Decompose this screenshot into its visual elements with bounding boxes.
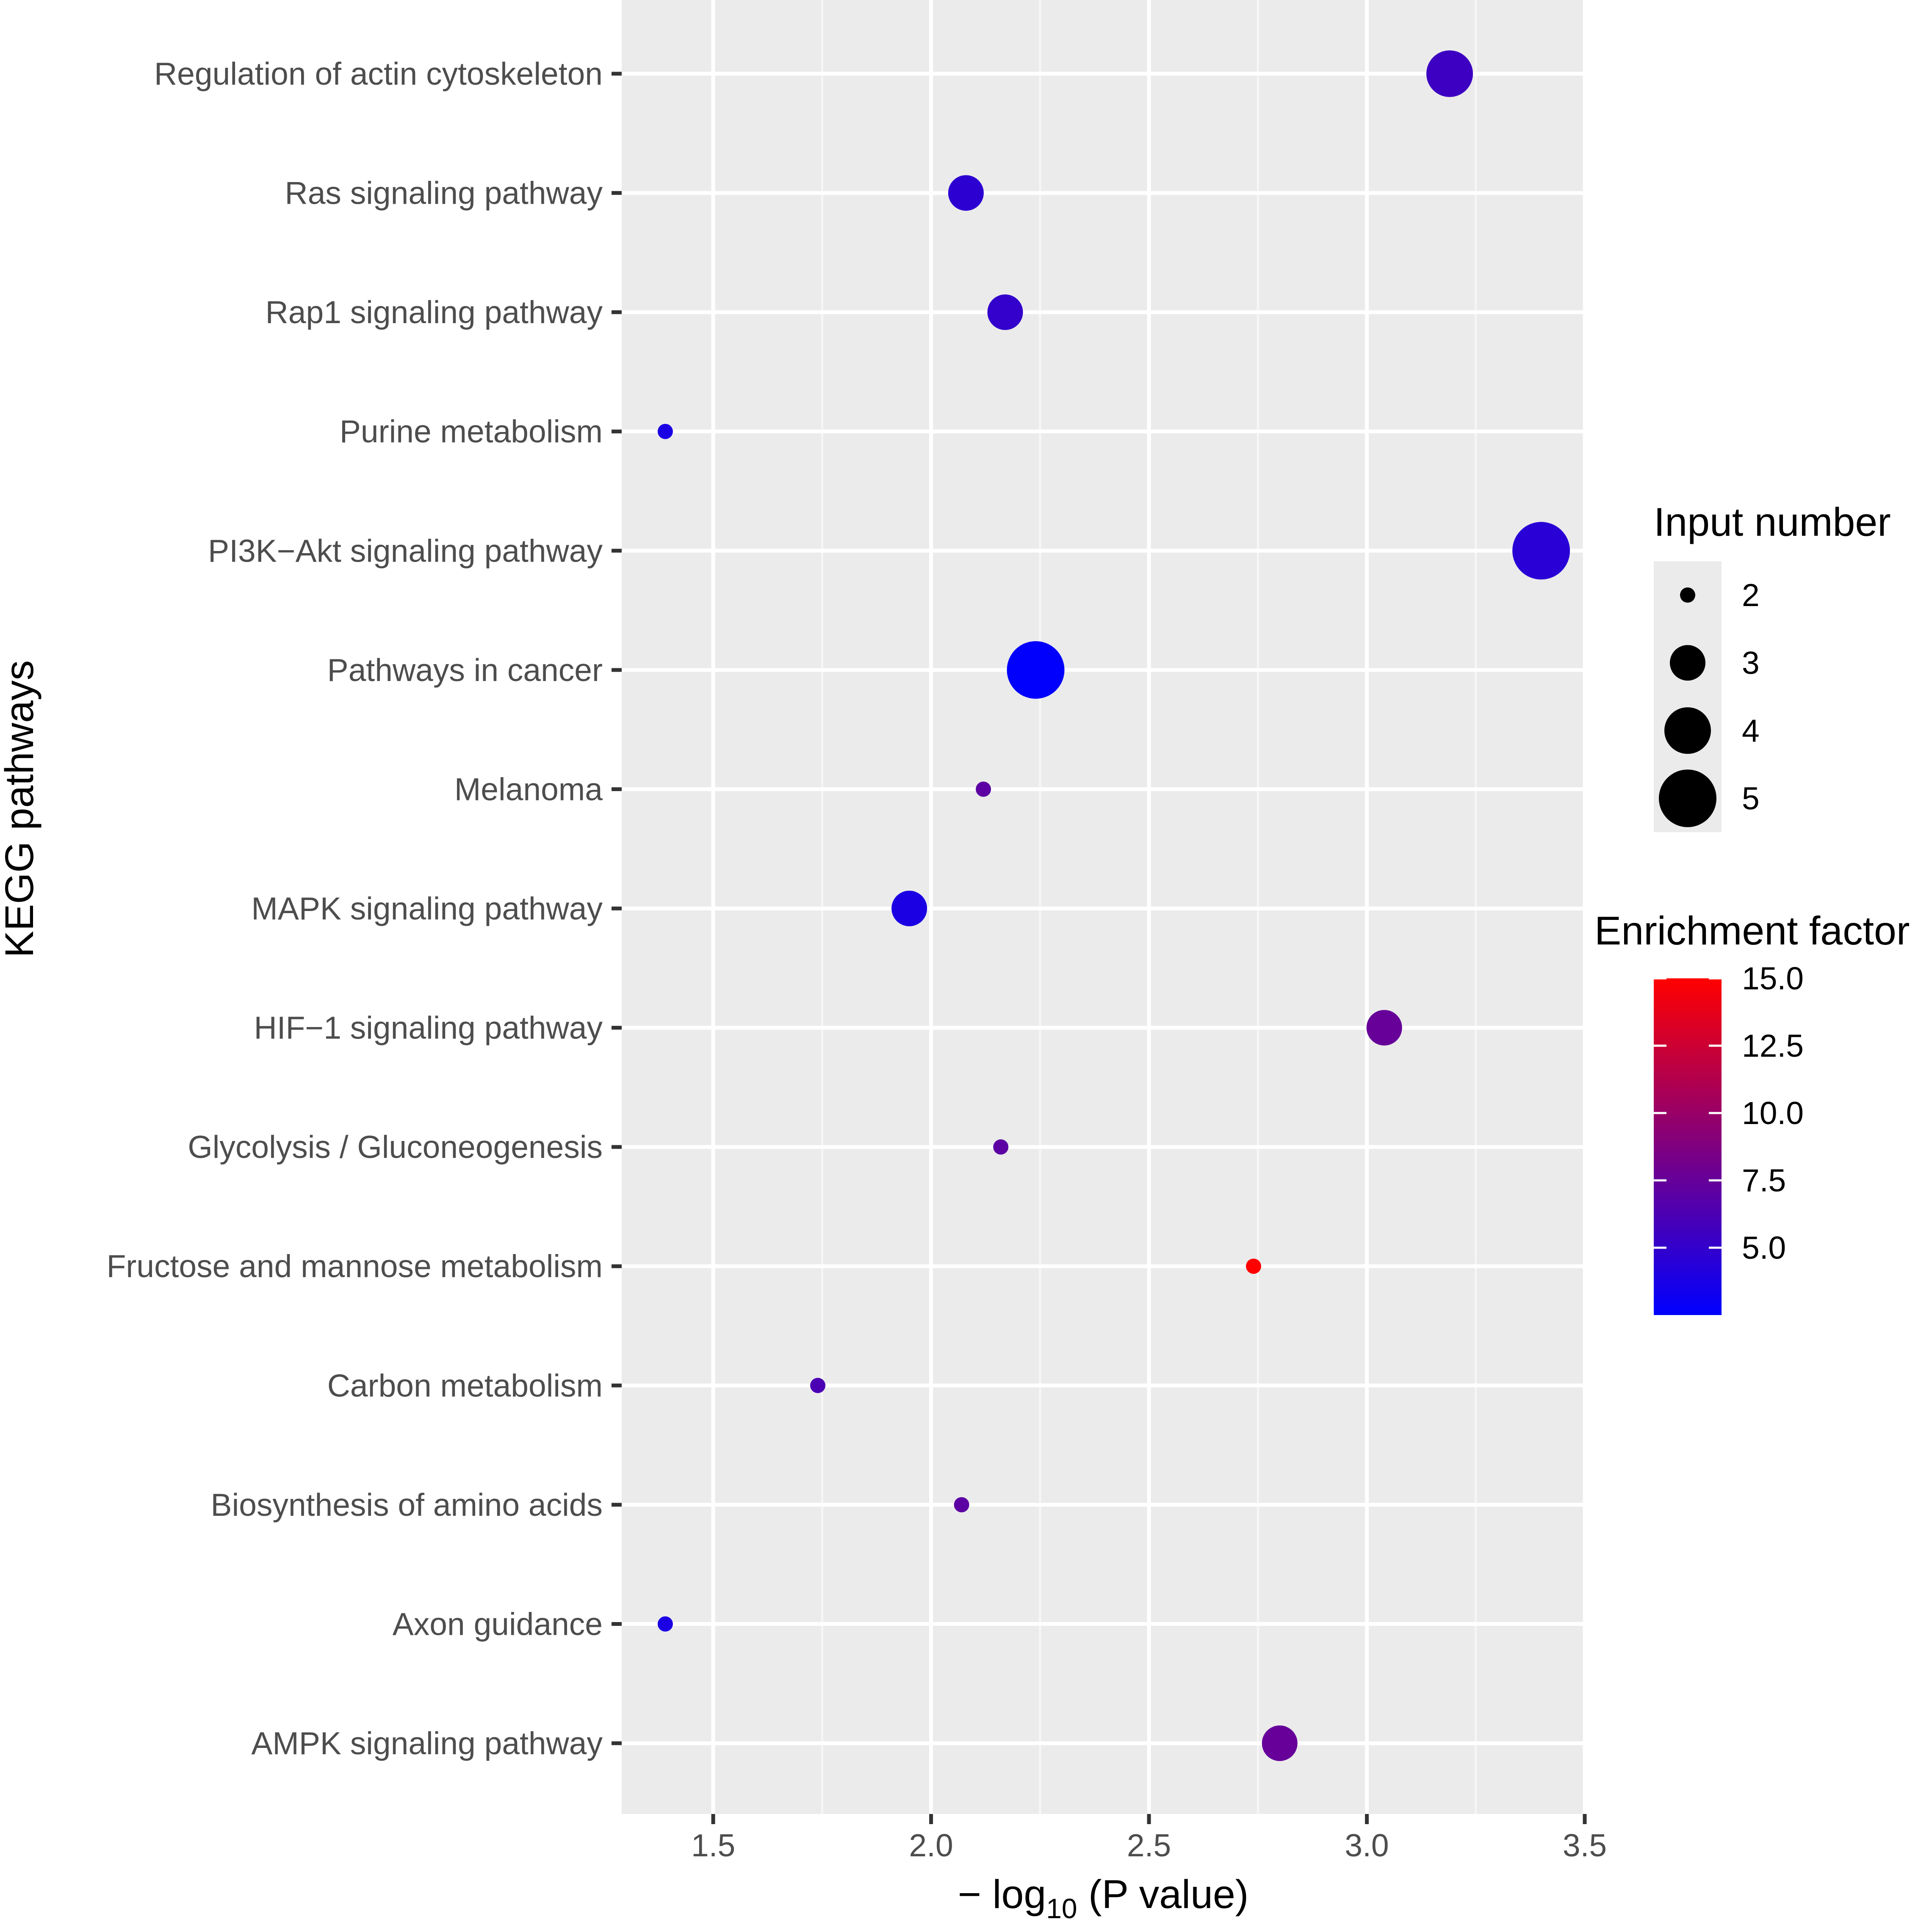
size-legend-dot xyxy=(1680,587,1695,603)
data-point xyxy=(976,781,991,797)
x-axis-title: − log10 (P value) xyxy=(958,1872,1249,1919)
y-tick-label: MAPK signaling pathway xyxy=(251,891,603,926)
data-point xyxy=(891,891,927,926)
x-axis-title-subscript: 10 xyxy=(1046,1893,1077,1919)
y-tick-label: Rap1 signaling pathway xyxy=(266,294,603,330)
y-axis: Regulation of actin cytoskeleton Ras sign… xyxy=(107,56,622,1761)
color-legend-title: Enrichment factor xyxy=(1594,908,1910,953)
x-axis: 1.5 2.0 2.5 3.0 3.5 xyxy=(691,1814,1607,1863)
x-tick-label: 2.5 xyxy=(1127,1828,1171,1863)
color-legend-label: 5.0 xyxy=(1742,1230,1786,1265)
color-legend-label: 12.5 xyxy=(1742,1028,1804,1063)
data-point xyxy=(1426,50,1473,97)
data-point xyxy=(657,1616,673,1632)
size-legend-dot xyxy=(1659,770,1716,827)
size-legend-title: Input number xyxy=(1654,500,1891,545)
y-tick-label: Fructose and mannose metabolism xyxy=(107,1249,603,1284)
data-point xyxy=(954,1497,969,1512)
y-tick-label: Axon guidance xyxy=(393,1606,603,1642)
color-legend-label: 15.0 xyxy=(1742,961,1804,996)
data-point xyxy=(1512,522,1570,580)
y-tick-label: Carbon metabolism xyxy=(327,1368,603,1403)
size-legend-label: 2 xyxy=(1742,577,1760,613)
y-axis-title: KEGG pathways xyxy=(0,660,42,958)
size-legend: Input number 2 3 4 5 xyxy=(1654,500,1891,832)
x-axis-title-prefix: − log xyxy=(958,1872,1046,1917)
x-tick-label: 2.0 xyxy=(909,1828,953,1863)
y-tick-label: Melanoma xyxy=(454,771,603,807)
size-legend-label: 4 xyxy=(1742,713,1760,748)
x-axis-title-suffix: (P value) xyxy=(1077,1872,1249,1917)
y-tick-label: Biosynthesis of amino acids xyxy=(211,1487,603,1523)
y-tick-label: HIF−1 signaling pathway xyxy=(254,1010,603,1046)
data-point xyxy=(948,175,984,211)
size-legend-label: 5 xyxy=(1742,781,1760,816)
grid-major-lines xyxy=(622,0,1587,1814)
y-tick-label: Regulation of actin cytoskeleton xyxy=(154,56,603,91)
data-point xyxy=(987,294,1023,330)
size-legend-dot xyxy=(1670,645,1705,681)
data-point xyxy=(1246,1258,1261,1274)
y-tick-label: Ras signaling pathway xyxy=(285,175,603,211)
data-point xyxy=(1366,1010,1402,1046)
y-tick-label: Pathways in cancer xyxy=(327,652,603,688)
y-tick-label: AMPK signaling pathway xyxy=(251,1725,603,1761)
color-legend-label: 10.0 xyxy=(1742,1095,1804,1131)
y-tick-label: PI3K−Akt signaling pathway xyxy=(208,533,603,568)
size-legend-dot xyxy=(1664,707,1711,754)
data-point xyxy=(1007,641,1065,699)
color-legend: Enrichment factor 5.0 7.5 10.0 12.5 15.0 xyxy=(1594,908,1910,1315)
color-legend-label: 7.5 xyxy=(1742,1163,1786,1198)
y-tick-label: Glycolysis / Gluconeogenesis xyxy=(188,1129,603,1165)
x-tick-label: 1.5 xyxy=(691,1828,735,1863)
y-tick-label: Purine metabolism xyxy=(340,414,603,449)
data-point xyxy=(993,1139,1009,1155)
color-legend-bar xyxy=(1654,978,1722,1315)
x-tick-label: 3.5 xyxy=(1563,1828,1607,1863)
x-tick-label: 3.0 xyxy=(1345,1828,1389,1863)
data-point xyxy=(1262,1725,1298,1761)
data-point xyxy=(810,1378,826,1393)
data-points xyxy=(657,50,1570,1761)
size-legend-label: 3 xyxy=(1742,645,1760,681)
data-point xyxy=(657,424,673,439)
